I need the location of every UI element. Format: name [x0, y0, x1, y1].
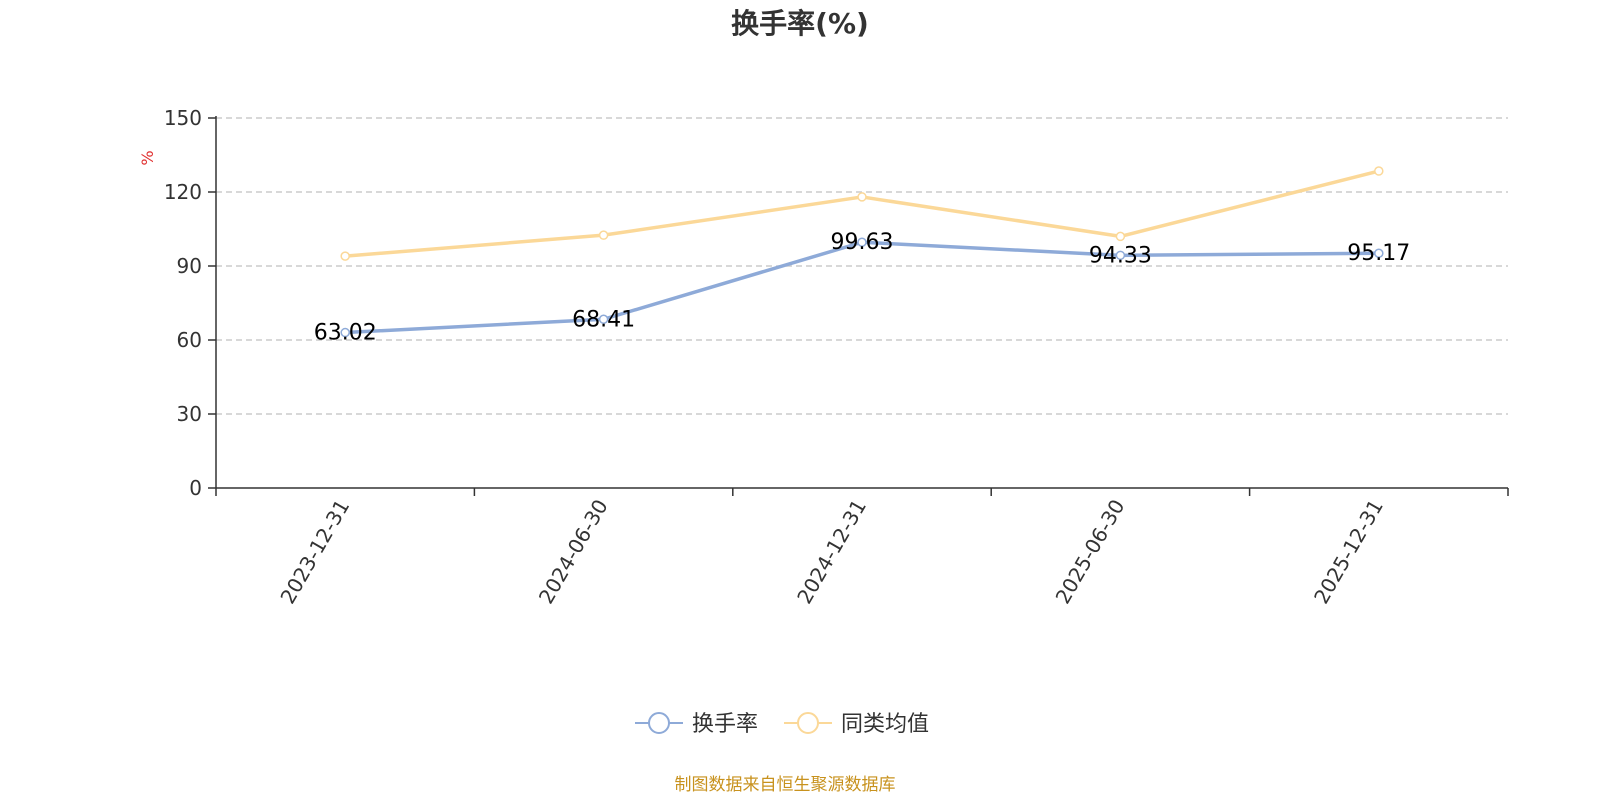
x-tick-label: 2023-12-31: [275, 495, 354, 608]
data-point[interactable]: [857, 237, 867, 247]
data-point[interactable]: [340, 327, 350, 338]
y-tick-label: 90: [177, 254, 202, 278]
grid-lines: [216, 117, 1508, 415]
y-axis-unit-label: %: [138, 150, 157, 165]
x-tick-label: 2025-06-30: [1051, 495, 1130, 608]
series-line: [345, 240, 1379, 335]
x-tick-label: 2024-12-31: [792, 495, 871, 608]
y-tick-label: 0: [189, 476, 202, 500]
legend-item[interactable]: 换手率: [635, 712, 758, 737]
legend-marker: [797, 712, 819, 734]
data-point[interactable]: [1115, 231, 1126, 242]
axes: 0 30 60 90 120 150 2023-12-31 2024-06-30 2024-12…: [164, 106, 1509, 608]
data-point[interactable]: [1115, 250, 1126, 261]
x-tick-label: 2025-12-31: [1309, 495, 1388, 608]
legend-label: 换手率: [692, 712, 758, 737]
x-tick-label: 2024-06-30: [534, 495, 613, 608]
y-tick-label: 60: [177, 328, 202, 352]
data-point[interactable]: [1374, 166, 1384, 176]
data-point[interactable]: [857, 192, 867, 202]
data-point[interactable]: [340, 251, 350, 261]
source-note: 制图数据来自恒生聚源数据库: [675, 775, 896, 795]
y-tick-label: 120: [164, 180, 202, 204]
data-point[interactable]: [598, 230, 609, 240]
data-label: 99.63: [831, 230, 894, 255]
data-label: 95.17: [1347, 241, 1410, 266]
data-point[interactable]: [598, 314, 609, 325]
series-group: [340, 166, 1384, 338]
legend-label: 同类均值: [841, 712, 929, 737]
data-label: 94.33: [1089, 243, 1152, 268]
data-label: 68.41: [572, 307, 635, 332]
y-tick-label: 150: [164, 106, 202, 130]
chart-title: 换手率(%): [731, 7, 869, 40]
legend-marker: [648, 712, 670, 734]
y-tick-label: 30: [177, 402, 202, 426]
data-label: 63.02: [314, 321, 377, 346]
legend-item[interactable]: 同类均值: [784, 712, 929, 737]
data-point[interactable]: [1374, 248, 1384, 258]
legend[interactable]: 换手率 同类均值: [635, 712, 929, 737]
data-labels: 63.02 68.41 99.63 94.33 95.17: [314, 230, 1411, 345]
